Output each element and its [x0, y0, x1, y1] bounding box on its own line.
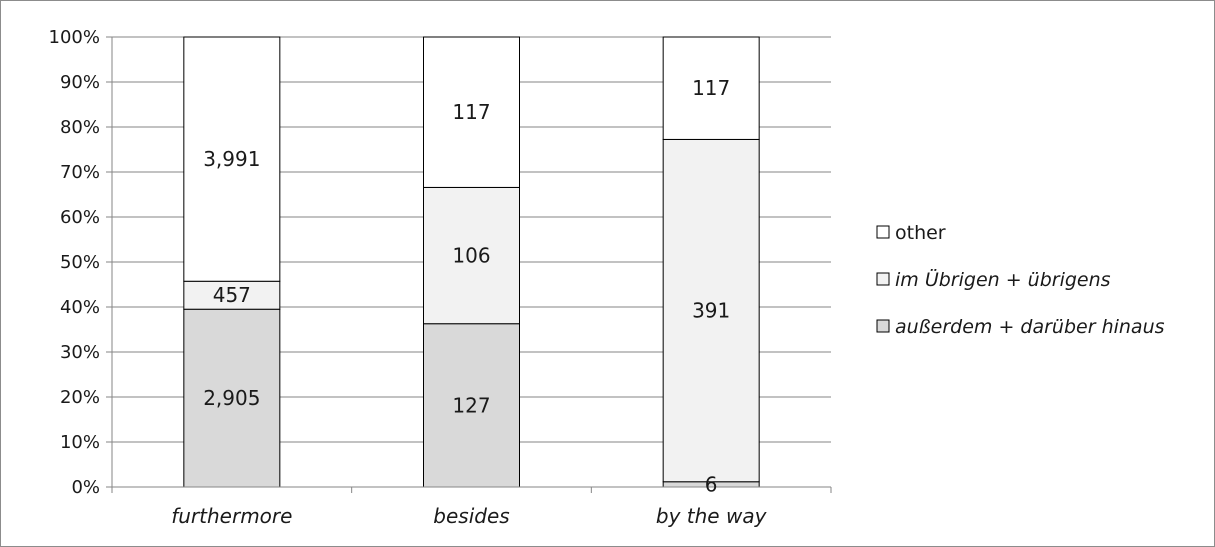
- data-label: 2,905: [203, 386, 260, 410]
- data-labels: 2,905 457 3,991 127 106 117 6 391 117: [203, 76, 730, 496]
- legend-item-other: other: [876, 222, 946, 244]
- y-tick-label: 60%: [60, 207, 100, 228]
- bar-segment-by-the-way-im-brigen-brigens: [662, 138, 760, 483]
- x-category-label: furthermore: [171, 504, 292, 528]
- legend-swatch: [876, 272, 890, 286]
- data-label: 391: [692, 299, 730, 323]
- axes: [106, 36, 832, 493]
- y-tick-label: 100%: [49, 27, 100, 48]
- x-category-label: by the way: [656, 504, 768, 528]
- legend: other im Übrigen + übrigens außerdem + dar…: [876, 222, 1165, 338]
- data-label: 106: [452, 244, 490, 268]
- y-tick-label: 40%: [60, 297, 100, 318]
- bar-segment-furthermore-other: [183, 36, 281, 282]
- y-tick-label: 70%: [60, 162, 100, 183]
- x-category-labels: furthermore besides by the way: [171, 504, 767, 528]
- bar-segment-besides-other: [423, 36, 520, 188]
- legend-swatch: [876, 225, 890, 239]
- y-tick-label: 80%: [60, 117, 100, 138]
- bar-segment-besides-au-erdem-dar-ber-hinaus: [423, 323, 520, 488]
- y-tick-labels: 0% 10% 20% 30% 40% 50% 60% 70% 80% 90% 100%: [49, 27, 100, 498]
- y-tick-label: 90%: [60, 72, 100, 93]
- legend-swatch: [876, 319, 890, 333]
- legend-label: other: [895, 222, 946, 244]
- y-tick-label: 30%: [60, 342, 100, 363]
- legend-label: außerdem + darüber hinaus: [895, 316, 1165, 338]
- bar-segments: [183, 36, 760, 488]
- data-label: 117: [452, 100, 490, 124]
- bar-segment-by-the-way-other: [662, 36, 760, 140]
- legend-item-im-brigen-brigens: im Übrigen + übrigens: [876, 268, 1111, 291]
- data-label: 6: [705, 472, 718, 496]
- data-label: 3,991: [203, 147, 260, 171]
- y-tick-label: 10%: [60, 432, 100, 453]
- x-category-label: besides: [433, 504, 509, 528]
- legend-item-au-erdem-dar-ber-hinaus: außerdem + darüber hinaus: [876, 316, 1165, 338]
- data-label: 457: [213, 283, 251, 307]
- y-tick-label: 20%: [60, 387, 100, 408]
- bar-segment-besides-im-brigen-brigens: [423, 186, 520, 325]
- legend-label: im Übrigen + übrigens: [895, 268, 1111, 291]
- y-tick-label: 50%: [60, 252, 100, 273]
- data-label: 127: [452, 393, 490, 417]
- y-tick-label: 0%: [71, 477, 100, 498]
- data-label: 117: [692, 76, 730, 100]
